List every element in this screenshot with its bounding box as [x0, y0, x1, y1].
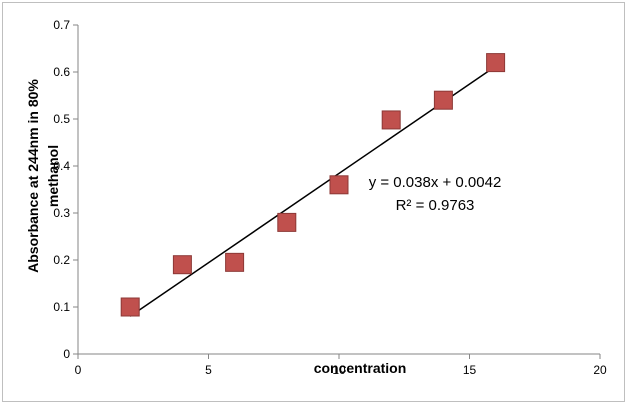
x-axis-title: concentration: [314, 360, 407, 376]
y-axis-title-line2: methanol: [45, 145, 61, 207]
y-tick-label: 0.3: [53, 206, 70, 220]
data-point: [381, 110, 401, 130]
y-tick-label: 0.1: [53, 300, 70, 314]
data-point: [329, 175, 349, 195]
data-points: [120, 53, 506, 317]
data-point: [172, 255, 192, 275]
y-tick-label: 0: [63, 347, 70, 361]
x-tick-label: 0: [75, 363, 82, 377]
x-axis: 0 5 10 15 20: [75, 353, 607, 377]
y-tick-label: 0.4: [53, 159, 70, 173]
y-tick-label: 0.5: [53, 112, 70, 126]
data-point: [433, 90, 453, 110]
data-point: [486, 53, 506, 73]
data-point: [120, 297, 140, 317]
y-tick-label: 0.7: [53, 18, 70, 32]
data-point: [225, 252, 245, 272]
chart-frame: [2, 2, 625, 402]
y-axis: 0 0.1 0.2 0.3 0.4 0.5 0.6 0.7: [53, 18, 79, 361]
x-tick-label: 15: [463, 363, 477, 377]
y-tick-label: 0.2: [53, 253, 70, 267]
trendline-equation: y = 0.038x + 0.0042: [369, 174, 502, 191]
y-axis-title-line1: Absorbance at 244nm in 80%: [25, 79, 41, 273]
r-squared-label: R² = 0.9763: [396, 197, 475, 214]
x-tick-label: 20: [593, 363, 607, 377]
y-tick-label: 0.6: [53, 65, 70, 79]
data-point: [277, 212, 297, 232]
x-tick-label: 5: [205, 363, 212, 377]
x-tick-label: 10: [332, 363, 346, 377]
